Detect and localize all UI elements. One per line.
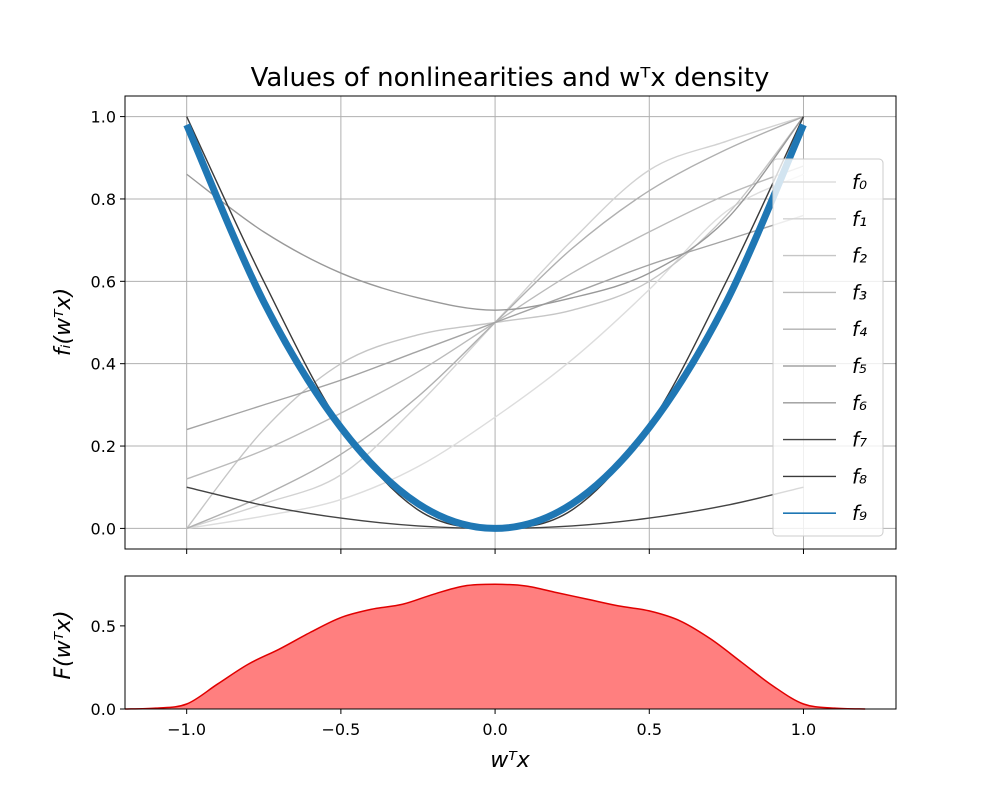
bottom-x-tick-label: −1.0: [167, 720, 206, 739]
top-y-ticks: 0.0 0.2 0.4 0.6 0.8 1.0: [91, 108, 125, 538]
legend-label-f0: f₀: [852, 170, 867, 194]
bottom-y-tick-label: 0.5: [91, 617, 116, 636]
nonlinearity-lines: [183, 115, 807, 532]
density-panel: 0.0 0.5 −1.0 −0.5 0.0 0.5 1.0 F(wᵀx) wᵀx: [51, 575, 897, 773]
bottom-x-tick-label: 0.5: [637, 720, 662, 739]
series-line-f6: [186, 116, 805, 311]
legend-label-f4: f₄: [852, 317, 867, 341]
top-x-ticks: [186, 549, 804, 554]
series-line-f9: [183, 123, 807, 532]
legend: f₀ f₁ f₂ f₃ f₄ f₅ f₆ f₇ f₈ f₉: [772, 158, 884, 537]
top-y-axis-label: fᵢ(wᵀx): [51, 288, 76, 356]
legend-label-f3: f₃: [852, 280, 867, 304]
bottom-y-ticks: 0.0 0.5: [91, 617, 125, 719]
bottom-x-tick-label: 1.0: [791, 720, 816, 739]
legend-label-f9: f₉: [852, 501, 867, 525]
bottom-axes-frame: [124, 575, 897, 710]
legend-label-f5: f₅: [852, 354, 867, 378]
density-area: [124, 583, 866, 710]
legend-label-f7: f₇: [852, 428, 867, 452]
top-y-tick-label: 0.2: [91, 437, 116, 456]
bottom-x-ticks: −1.0 −0.5 0.0 0.5 1.0: [167, 709, 816, 739]
legend-label-f1: f₁: [852, 207, 867, 231]
bottom-y-axis-label: F(wᵀx): [51, 610, 76, 679]
density-fill: [125, 584, 866, 709]
bottom-x-axis-label: wᵀx: [490, 748, 530, 773]
legend-label-f8: f₈: [852, 464, 867, 488]
series-line-f0: [186, 173, 804, 530]
bottom-x-tick-label: 0.0: [482, 720, 507, 739]
series-line-f5: [186, 214, 804, 431]
legend-label-f2: f₂: [852, 244, 867, 268]
top-y-tick-label: 0.0: [91, 519, 116, 538]
density-line: [124, 583, 866, 710]
top-y-tick-label: 0.4: [91, 355, 116, 374]
bottom-x-tick-label: −0.5: [321, 720, 360, 739]
nonlinearities-panel: Values of nonlinearities and wᵀx density…: [51, 63, 897, 554]
top-y-tick-label: 1.0: [91, 108, 116, 127]
legend-label-f6: f₆: [852, 391, 867, 415]
chart-title: Values of nonlinearities and wᵀx density: [251, 63, 770, 93]
bottom-y-tick-label: 0.0: [91, 700, 116, 719]
top-y-tick-label: 0.8: [91, 190, 116, 209]
top-axes-frame: [124, 95, 897, 550]
legend-frame: [772, 158, 884, 537]
top-y-tick-label: 0.6: [91, 272, 116, 291]
